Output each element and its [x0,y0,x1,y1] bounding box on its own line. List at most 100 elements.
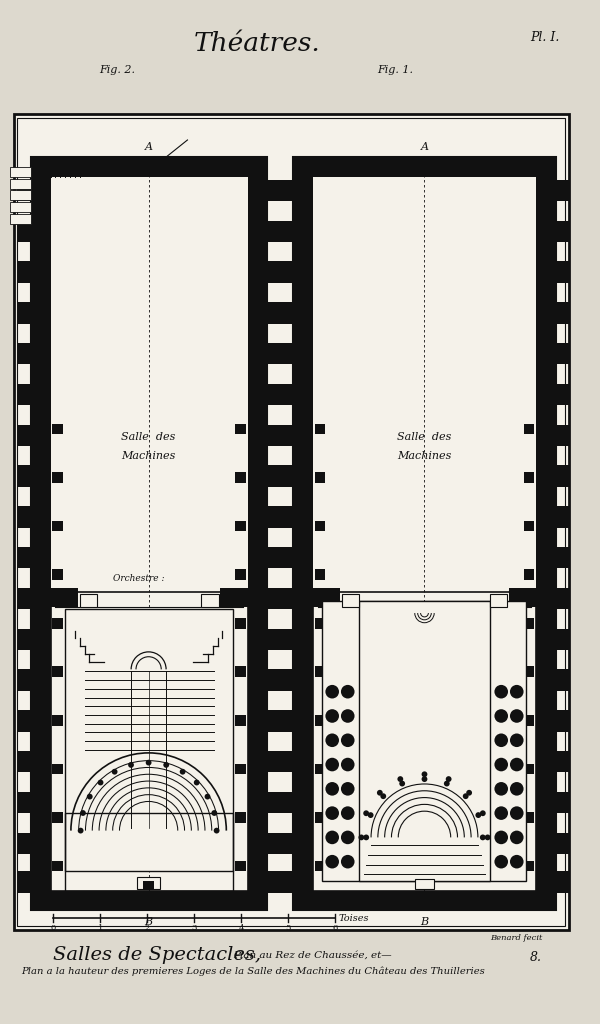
Bar [524,715,534,726]
Bar [293,158,556,177]
Bar [315,861,325,871]
Bar [265,792,281,813]
Text: Fig. 1.: Fig. 1. [377,66,413,75]
Bar [17,302,33,324]
Bar [313,588,340,607]
Circle shape [475,812,481,818]
Text: Fig. 2.: Fig. 2. [99,66,135,75]
Text: Salles de Spectacles,: Salles de Spectacles, [53,946,262,965]
Text: Orchestre :: Orchestre : [113,573,164,583]
Text: B: B [421,918,428,927]
Circle shape [325,855,339,868]
Bar [17,833,33,854]
Bar [265,343,281,365]
Circle shape [466,790,472,796]
Bar [235,715,246,726]
Bar [137,878,160,889]
Bar [17,180,33,201]
Bar [554,425,569,445]
Bar [315,472,325,483]
Bar [17,751,33,772]
Text: 5: 5 [286,924,291,932]
Bar [265,302,281,324]
Circle shape [510,830,524,844]
Text: Machines: Machines [397,451,452,461]
Circle shape [325,710,339,723]
Circle shape [510,758,524,771]
Circle shape [480,810,486,816]
Bar [280,220,295,242]
Text: 6: 6 [332,924,338,932]
Circle shape [341,758,355,771]
Text: 3: 3 [191,924,197,932]
Bar [280,711,295,731]
Bar [293,891,556,910]
Bar [143,881,154,889]
Bar [17,670,33,691]
Bar [52,764,63,774]
Bar [52,667,63,677]
Text: A: A [145,141,152,152]
Bar [524,812,534,823]
Circle shape [422,771,427,777]
Circle shape [341,855,355,868]
Bar [293,158,313,910]
Bar [524,667,534,677]
Circle shape [325,806,339,820]
Circle shape [494,782,508,796]
Text: B: B [145,918,152,927]
Bar [280,302,295,324]
Text: 1: 1 [98,924,103,932]
Circle shape [510,782,524,796]
Text: 2: 2 [145,924,150,932]
Circle shape [494,830,508,844]
Bar [10,214,31,223]
Bar [280,629,295,650]
Bar [17,711,33,731]
Bar [490,594,507,607]
Circle shape [480,835,485,841]
Circle shape [325,782,339,796]
Bar [17,425,33,445]
Circle shape [510,855,524,868]
Text: 8.: 8. [530,951,542,964]
Bar [554,833,569,854]
Bar [524,617,534,629]
Circle shape [422,776,427,782]
Bar [52,617,63,629]
Bar [248,158,267,910]
Circle shape [397,776,403,782]
Text: Toises: Toises [339,913,370,923]
Bar [52,424,63,434]
Bar [554,792,569,813]
Text: Salle  des: Salle des [397,431,452,441]
Bar [17,220,33,242]
Bar [235,472,246,483]
Bar [17,465,33,486]
Circle shape [87,794,92,800]
Bar [524,569,534,580]
Circle shape [98,779,103,785]
Bar [10,190,31,201]
Circle shape [341,806,355,820]
Circle shape [494,685,508,698]
Bar [280,261,295,283]
Bar [524,472,534,483]
Bar [52,715,63,726]
Bar [280,751,295,772]
Bar [265,425,281,445]
Bar [17,506,33,527]
Bar [265,547,281,568]
Bar [524,861,534,871]
Bar [280,871,295,893]
Bar [322,601,526,881]
Circle shape [341,830,355,844]
Bar [554,465,569,486]
Bar [50,588,78,607]
Circle shape [325,733,339,748]
Circle shape [510,806,524,820]
Circle shape [510,685,524,698]
Circle shape [380,794,386,799]
Bar [265,384,281,406]
Circle shape [325,685,339,698]
